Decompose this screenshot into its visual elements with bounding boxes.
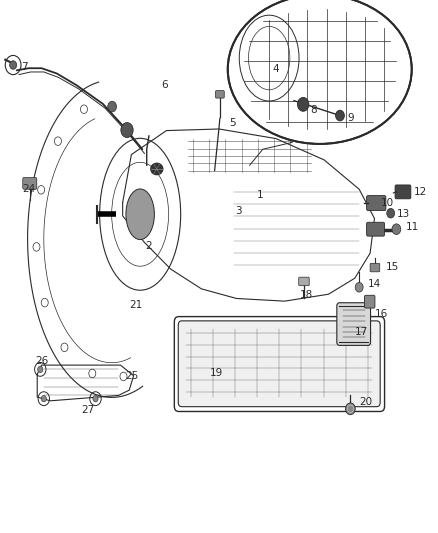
- FancyBboxPatch shape: [215, 91, 224, 98]
- Text: 26: 26: [35, 357, 48, 366]
- FancyBboxPatch shape: [364, 295, 375, 308]
- Text: 20: 20: [359, 398, 372, 407]
- FancyBboxPatch shape: [178, 321, 380, 407]
- Circle shape: [387, 208, 395, 218]
- Text: 4: 4: [272, 64, 279, 74]
- Circle shape: [392, 224, 401, 235]
- FancyBboxPatch shape: [337, 303, 371, 345]
- Text: 14: 14: [368, 279, 381, 289]
- FancyBboxPatch shape: [367, 222, 385, 236]
- Circle shape: [336, 110, 344, 121]
- FancyBboxPatch shape: [395, 185, 411, 199]
- Text: 7: 7: [21, 62, 28, 71]
- Text: 1: 1: [257, 190, 264, 199]
- Circle shape: [93, 395, 98, 402]
- Text: 6: 6: [161, 80, 168, 90]
- FancyBboxPatch shape: [367, 196, 386, 211]
- Text: 15: 15: [385, 262, 399, 271]
- Text: 3: 3: [235, 206, 242, 215]
- Circle shape: [121, 123, 133, 138]
- FancyBboxPatch shape: [370, 263, 380, 272]
- Ellipse shape: [126, 189, 154, 240]
- Text: 25: 25: [125, 371, 138, 381]
- FancyBboxPatch shape: [299, 277, 309, 286]
- Text: 5: 5: [229, 118, 236, 127]
- Circle shape: [10, 61, 17, 69]
- Text: 17: 17: [355, 327, 368, 336]
- Circle shape: [41, 395, 46, 402]
- Text: 21: 21: [129, 300, 142, 310]
- Text: 2: 2: [145, 241, 152, 251]
- Circle shape: [108, 101, 117, 112]
- Text: 9: 9: [347, 114, 354, 123]
- Text: 13: 13: [396, 209, 410, 219]
- Circle shape: [297, 98, 309, 111]
- Text: 27: 27: [81, 406, 94, 415]
- FancyBboxPatch shape: [23, 177, 37, 189]
- Text: 18: 18: [300, 290, 313, 300]
- Text: 8: 8: [310, 106, 317, 115]
- Text: 24: 24: [22, 184, 35, 194]
- Ellipse shape: [228, 0, 412, 144]
- Ellipse shape: [151, 163, 163, 175]
- Circle shape: [38, 366, 43, 373]
- Text: 11: 11: [406, 222, 419, 231]
- Text: 12: 12: [414, 187, 427, 197]
- Text: 16: 16: [374, 310, 388, 319]
- Text: 10: 10: [381, 198, 394, 207]
- Circle shape: [355, 282, 363, 292]
- Circle shape: [346, 403, 355, 415]
- Text: 19: 19: [210, 368, 223, 378]
